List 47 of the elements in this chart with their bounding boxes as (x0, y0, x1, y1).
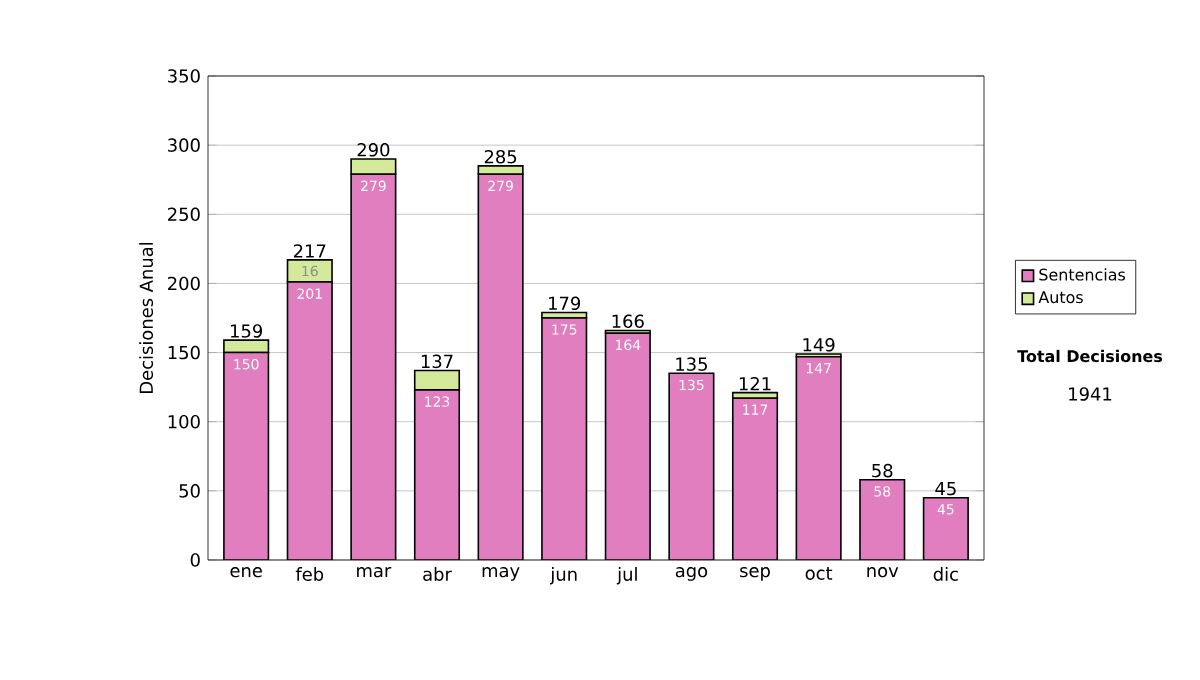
bar (796, 356, 841, 560)
x-tick-label: nov (867, 567, 899, 578)
bar (351, 174, 396, 560)
x-tick-label: ago (675, 567, 708, 581)
bar (605, 333, 651, 560)
bar (478, 174, 523, 560)
x-tick-label: feb (295, 567, 324, 581)
bar (669, 373, 714, 560)
total-label: 149 (803, 337, 835, 352)
total-label: 217 (293, 244, 326, 258)
x-tick-label: sep (740, 567, 770, 581)
total-label: 137 (421, 354, 453, 369)
bar (732, 398, 778, 560)
text: 1941 (1069, 387, 1112, 401)
y-tick-label: 350 (168, 69, 200, 83)
x-tick-label: ene (230, 567, 262, 578)
y-tick-label: 150 (168, 345, 200, 360)
total-label: 135 (676, 357, 707, 371)
x-tick-label: jun (550, 567, 577, 585)
bar (413, 369, 461, 391)
y-tick-label: 300 (168, 138, 200, 152)
x-tick-label: may (482, 567, 520, 581)
total-label: 179 (549, 296, 581, 311)
bar (223, 352, 269, 560)
y-tick-label: 200 (168, 276, 200, 291)
bar (541, 318, 587, 560)
bar (922, 496, 969, 560)
total-label: 58 (872, 463, 893, 478)
total-label: 159 (231, 324, 263, 338)
y-tick-label: 0 (190, 553, 200, 567)
bar (287, 282, 333, 560)
bar (859, 479, 905, 560)
total-label: 285 (484, 149, 517, 164)
y-tick-label: 50 (179, 484, 200, 498)
total-label: 166 (612, 314, 644, 329)
x-tick-label: dic (933, 567, 958, 581)
total-label: 45 (935, 482, 956, 496)
x-tick-label: mar (357, 567, 392, 578)
x-tick-label: abr (423, 567, 452, 581)
y-tick-label: 250 (168, 207, 200, 222)
bar (414, 389, 460, 560)
total-label: 290 (357, 143, 390, 157)
x-tick-label: oct (805, 567, 833, 580)
x-tick-label: jul (616, 567, 637, 585)
y-axis-title: Decisiones Anual (139, 242, 154, 393)
total-label: 121 (739, 376, 771, 391)
y-tick-label: 100 (168, 414, 200, 429)
